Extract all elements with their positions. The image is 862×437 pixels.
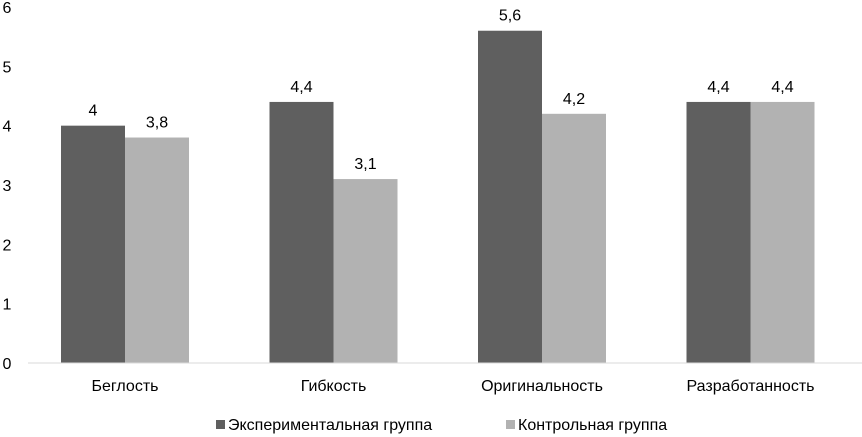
data-label: 3,1 (354, 156, 376, 173)
y-tick-label: 5 (3, 59, 12, 76)
data-labels: 4 4,4 5,6 4,4 3,8 3,1 4,2 4,4 (89, 8, 794, 173)
bar-series-1-Беглость (61, 125, 125, 364)
legend-label: Контрольная группа (518, 417, 667, 434)
data-label: 4,4 (290, 79, 312, 96)
data-label: 3,8 (146, 115, 168, 132)
legend-swatch (216, 420, 225, 429)
y-tick-label: 6 (3, 0, 12, 17)
bar-series-1-Разработанность (686, 101, 751, 363)
bar-series-1-Оригинальность (478, 30, 542, 363)
bar-series-2-Беглость (125, 137, 189, 363)
category-label: Разработанность (687, 378, 815, 395)
legend: Экспериментальная группа Контрольная груп… (216, 417, 667, 434)
y-tick-label: 4 (3, 119, 12, 136)
y-tick-label: 1 (3, 297, 12, 314)
data-label: 4,4 (707, 79, 729, 96)
bar-series-2-Разработанность (750, 101, 815, 363)
legend-label: Экспериментальная группа (228, 417, 432, 434)
data-label: 4,4 (771, 79, 793, 96)
legend-swatch (506, 420, 515, 429)
y-axis: 0 1 2 3 4 5 6 (3, 0, 12, 373)
y-tick-label: 0 (3, 356, 12, 373)
data-label: 4,2 (563, 91, 585, 108)
category-label: Беглость (92, 378, 159, 395)
category-label: Оригинальность (481, 378, 603, 395)
x-axis-labels: Беглость Гибкость Оригинальность Разработан… (92, 378, 815, 395)
bar-series-1-Гибкость (269, 101, 334, 363)
bar-series-2-Гибкость (333, 179, 398, 363)
data-label: 4 (89, 103, 98, 120)
y-tick-label: 2 (3, 237, 12, 254)
bar-series-2-Оригинальность (542, 113, 606, 363)
data-label: 5,6 (499, 8, 521, 25)
y-tick-label: 3 (3, 178, 12, 195)
bars (61, 30, 815, 364)
category-label: Гибкость (301, 378, 367, 395)
